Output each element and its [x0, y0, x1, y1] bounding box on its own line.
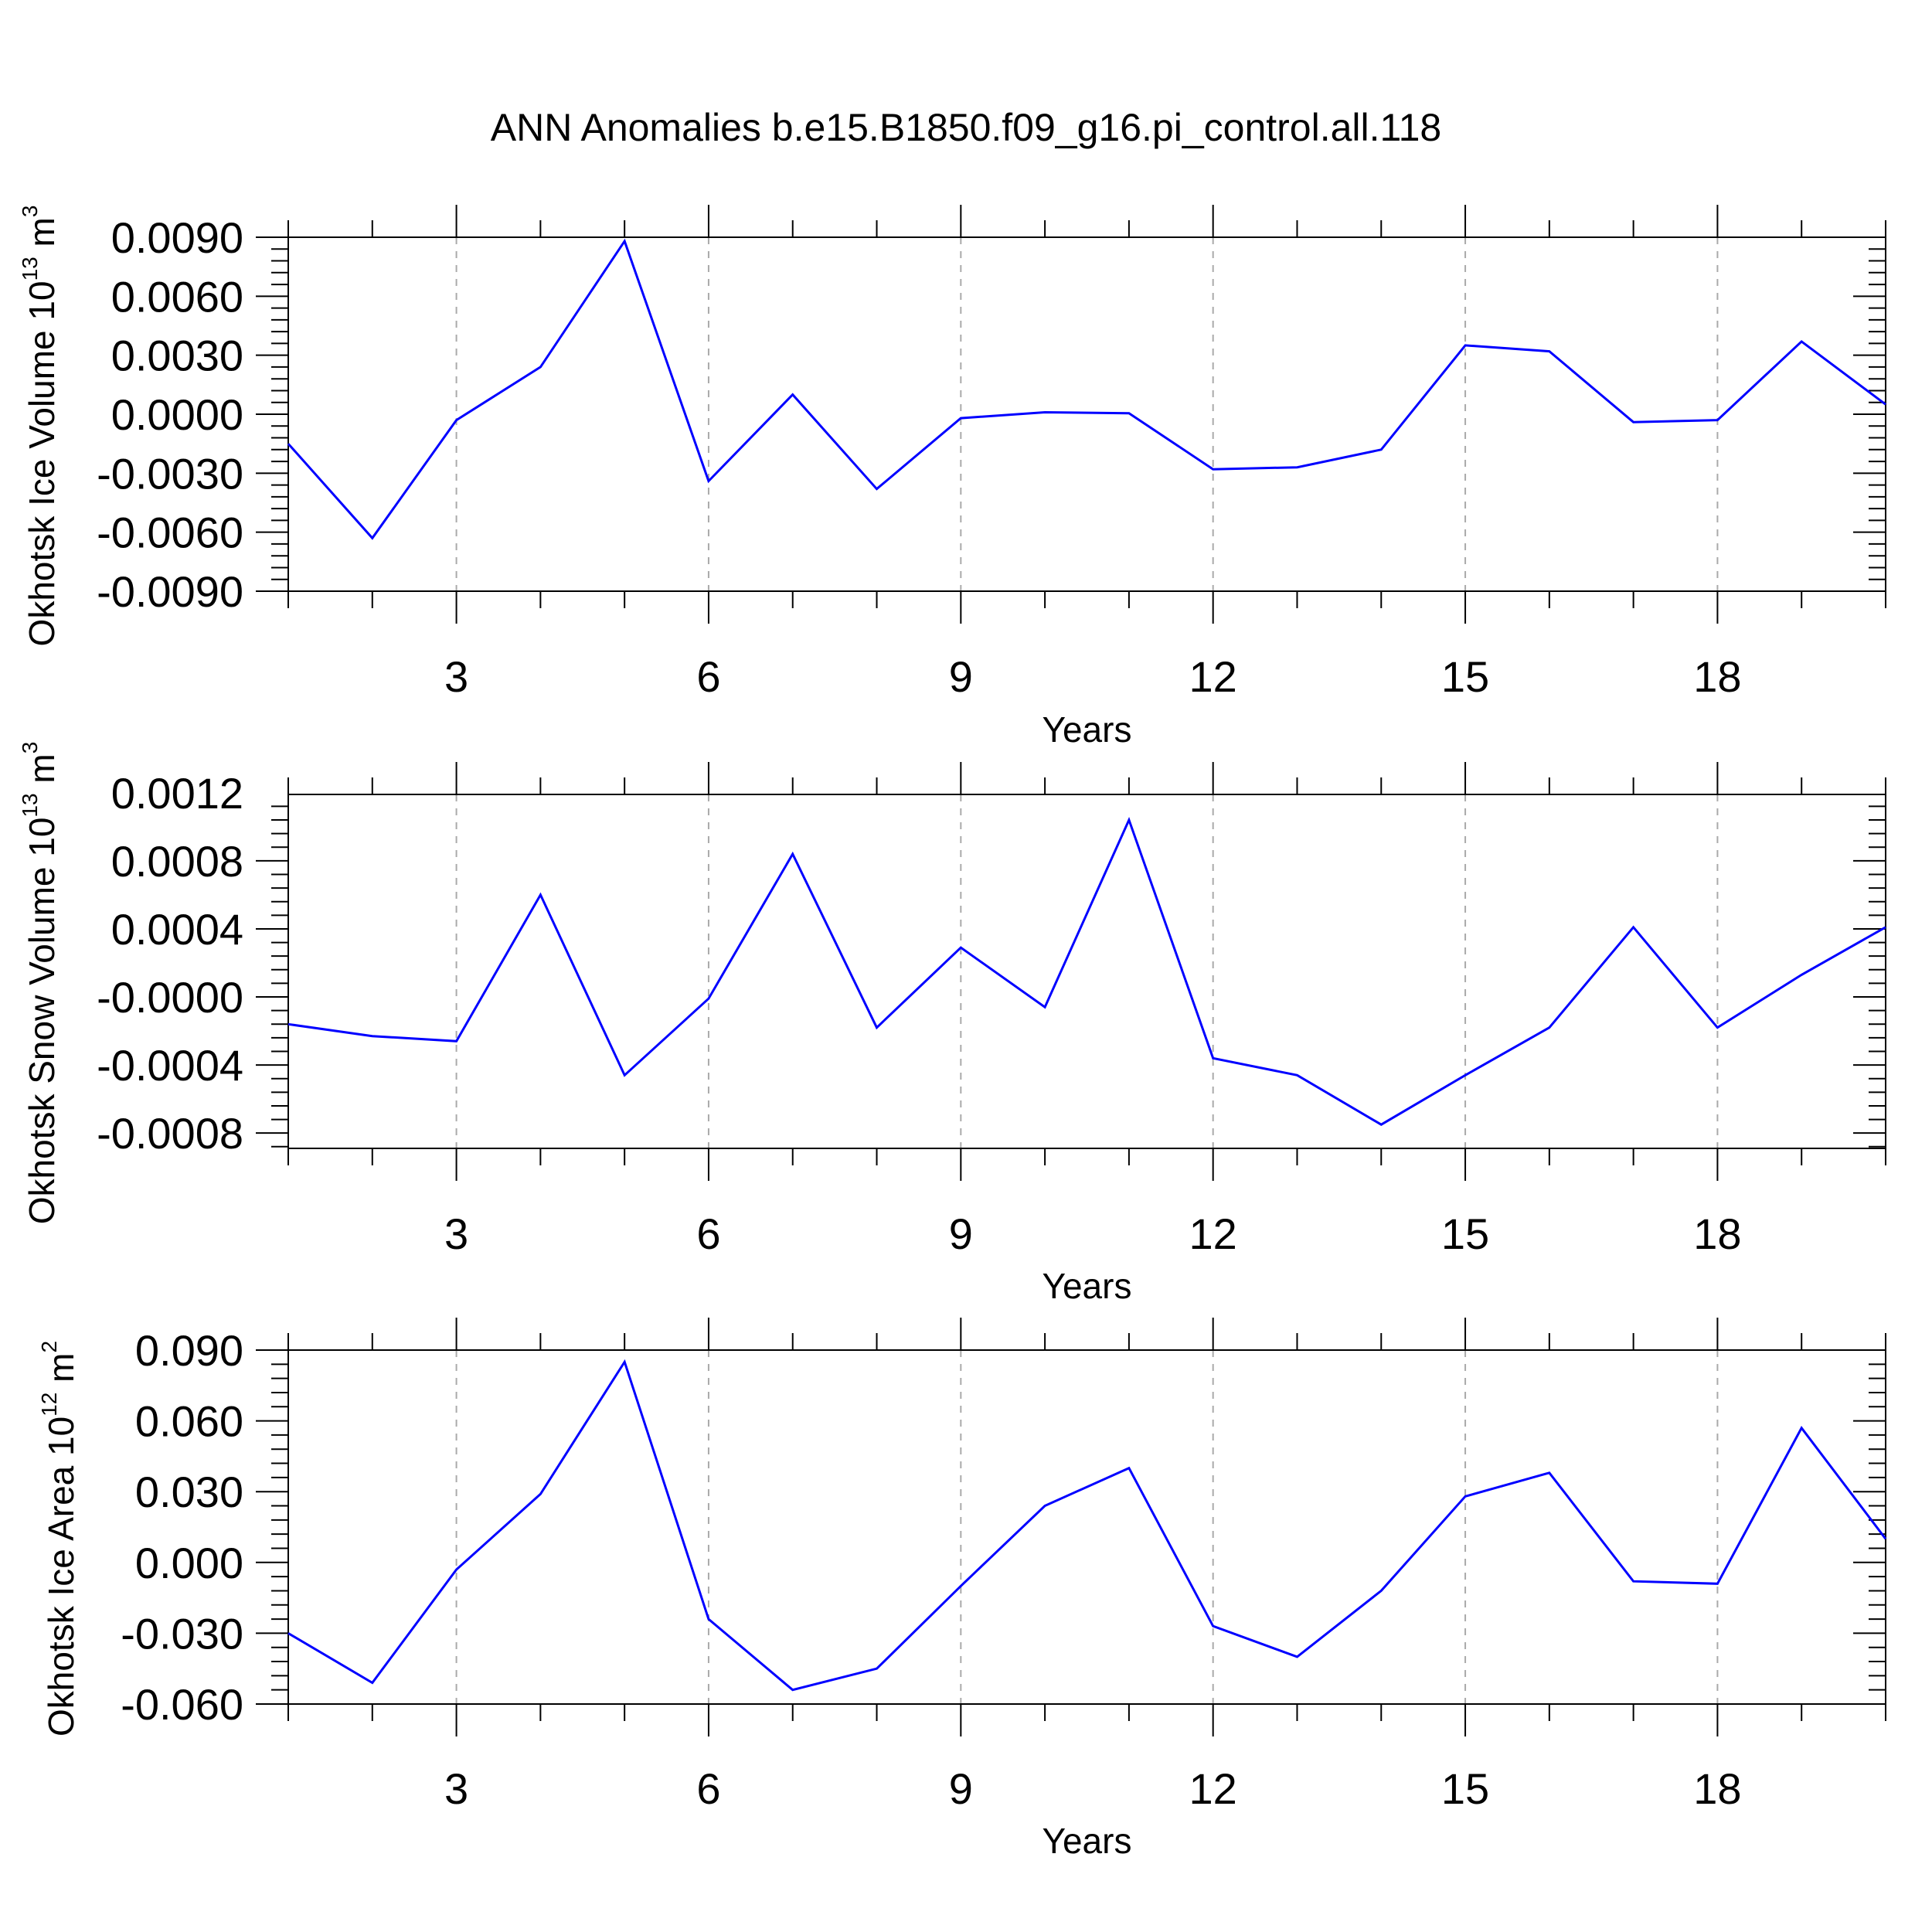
y-tick-label: -0.030 [121, 1609, 243, 1658]
y-axis-label-superscript: 13 [18, 257, 42, 281]
y-axis-label-superscript: 12 [37, 1393, 61, 1417]
x-tick-label: 6 [696, 1764, 720, 1813]
x-tick-label: 9 [949, 1209, 973, 1258]
x-axis-label: Years [1043, 1821, 1132, 1861]
x-tick-label: 6 [696, 652, 720, 701]
y-tick-label: 0.000 [135, 1539, 243, 1587]
y-axis-label: Okhotsk Ice Area 1012 m2 [37, 1341, 81, 1736]
x-tick-label: 12 [1189, 1209, 1237, 1258]
x-tick-label: 12 [1189, 652, 1237, 701]
panel-1: 3 6 9 12 15 18 -0.0090 -0.0060 -0.0030 0.0000 0.00… [18, 205, 1886, 750]
y-axis-label-superscript: 3 [18, 206, 42, 218]
y-axis-label-superscript: 2 [37, 1341, 61, 1353]
x-tick-label: 15 [1441, 1209, 1489, 1258]
y-axis-label-part: Okhotsk Ice Area 10 [41, 1417, 81, 1736]
x-tick-label: 3 [444, 1764, 468, 1813]
y-axis-label-superscript: 3 [18, 742, 42, 754]
y-tick-label: 0.0004 [111, 905, 243, 954]
y-tick-label: 0.0030 [111, 332, 243, 380]
y-axis-label-part: Okhotsk Ice Volume 10 [22, 281, 62, 646]
plot-frame [287, 794, 1886, 1149]
y-axis-label-part: m [41, 1353, 81, 1393]
y-axis-label-superscript: 13 [18, 793, 42, 817]
x-tick-label: 18 [1693, 1209, 1741, 1258]
chart-panels: 3 6 9 12 15 18 -0.0090 -0.0060 -0.0030 0.0000 0.00… [18, 205, 1887, 1861]
y-tick-label: 0.0000 [111, 390, 243, 439]
y-axis-label: Okhotsk Ice Volume 1013 m3 [18, 206, 62, 647]
y-axis-label-part: Okhotsk Snow Volume 10 [22, 818, 62, 1225]
figure-title: ANN Anomalies b.e15.B1850.f09_g16.pi_con… [491, 106, 1441, 149]
x-tick-label: 15 [1441, 652, 1489, 701]
y-tick-label: -0.0030 [97, 449, 243, 498]
x-tick-label: 9 [949, 1764, 973, 1813]
y-tick-label: -0.0060 [97, 509, 243, 557]
y-tick-label: -0.0090 [97, 567, 243, 616]
plot-frame [287, 1349, 1886, 1705]
y-tick-label: 0.0008 [111, 837, 243, 886]
y-axis-label-part: m [22, 217, 62, 257]
y-tick-label: 0.060 [135, 1397, 243, 1446]
panel-3: 3 6 9 12 15 18 -0.060 -0.030 0.000 0.030 0.060 0.09… [37, 1318, 1887, 1861]
plot-frame [287, 236, 1886, 592]
series-line [287, 1359, 1887, 1692]
y-tick-label: 0.030 [135, 1468, 243, 1516]
y-tick-label: 0.0090 [111, 213, 243, 262]
y-tick-label: -0.0008 [97, 1109, 243, 1158]
panel-2: 3 6 9 12 15 18 -0.0008 -0.0004 -0.0000 0.0004 0.00… [18, 742, 1886, 1306]
x-tick-label: 18 [1693, 652, 1741, 701]
y-tick-label: 0.090 [135, 1326, 243, 1375]
x-tick-label: 3 [444, 1209, 468, 1258]
series-line [287, 816, 1886, 1126]
x-axis-label: Years [1043, 709, 1132, 750]
y-tick-label: 0.0060 [111, 272, 243, 321]
y-tick-label: -0.060 [121, 1680, 243, 1729]
x-tick-label: 6 [696, 1209, 720, 1258]
y-tick-label: 0.0012 [111, 769, 243, 818]
x-tick-label: 15 [1441, 1764, 1489, 1813]
series-line [287, 238, 1886, 540]
y-axis-label: Okhotsk Snow Volume 1013 m3 [18, 742, 62, 1225]
x-tick-label: 9 [949, 652, 973, 701]
y-tick-label: -0.0000 [97, 973, 243, 1022]
x-axis-label: Years [1043, 1266, 1132, 1306]
x-tick-label: 3 [444, 652, 468, 701]
y-tick-label: -0.0004 [97, 1041, 243, 1090]
x-tick-label: 18 [1693, 1764, 1741, 1813]
y-axis-label-part: m [22, 753, 62, 793]
x-tick-label: 12 [1189, 1764, 1237, 1813]
